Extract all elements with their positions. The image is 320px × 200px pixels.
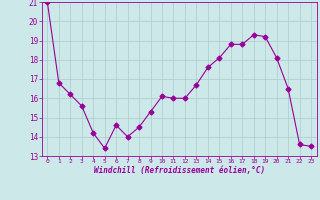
X-axis label: Windchill (Refroidissement éolien,°C): Windchill (Refroidissement éolien,°C): [94, 166, 265, 175]
